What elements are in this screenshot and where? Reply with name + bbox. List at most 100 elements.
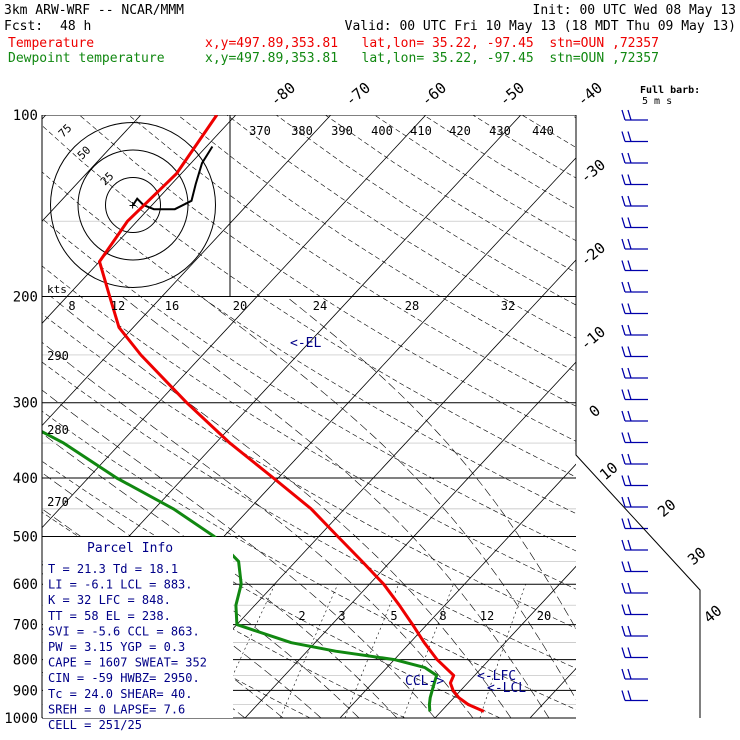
wind-barb-flag — [627, 131, 632, 142]
isotherm-label: -50 — [496, 79, 528, 110]
pressure-tick-label: 800 — [13, 653, 38, 669]
forecast-hour: 48 h — [60, 19, 92, 34]
plot-frame-right — [575, 115, 701, 718]
wind-barb-flag — [621, 518, 626, 529]
isotherm-label: -70 — [342, 79, 374, 110]
dry-adiabat-line — [79, 115, 576, 442]
wind-barb — [621, 217, 648, 229]
wind-barb-flag — [621, 109, 626, 121]
dry-adiabat-line — [275, 115, 576, 306]
wind-barb — [621, 432, 648, 444]
isotherm-line — [434, 565, 576, 718]
parcel-info-box: Parcel Info T = 21.3 Td = 18.1 LI = -6.1 L… — [43, 537, 233, 732]
wind-barb — [621, 281, 648, 293]
hodograph-kts-label: kts — [47, 283, 67, 296]
wind-barb-flag — [627, 260, 632, 271]
isotherm-line — [42, 115, 142, 222]
pressure-tick-label: 200 — [13, 290, 38, 306]
isotherm-line — [149, 259, 576, 718]
mixing-ratio-bottom-label: 20 — [537, 609, 551, 623]
wind-barb — [621, 260, 648, 272]
wind-barb — [621, 582, 648, 594]
mixing-ratio-top-label: 12 — [111, 299, 125, 313]
isotherm-label: -80 — [267, 79, 299, 110]
wind-barb-flag — [621, 475, 626, 486]
wind-barb-flag — [621, 668, 626, 680]
wind-barb-flag — [621, 152, 626, 164]
wind-barb-flag — [627, 217, 632, 228]
theta-label: 430 — [489, 124, 511, 138]
wind-barb-flag — [627, 604, 632, 615]
isotherm-label: -40 — [574, 79, 606, 110]
sounding-traces — [42, 115, 485, 713]
wind-barb — [621, 389, 648, 401]
theta-label: 370 — [249, 124, 271, 138]
wind-barb-flag — [627, 346, 632, 357]
dewpoint-legend: Dewpoint temperature — [8, 51, 165, 66]
wind-barb — [621, 410, 648, 422]
wind-barb-flag — [627, 475, 632, 486]
wind-barb-flag — [627, 109, 632, 121]
mixing-ratio-top-label: 24 — [313, 299, 327, 313]
theta-label: 270 — [47, 495, 69, 509]
wind-barb — [621, 561, 648, 573]
theta-label: 380 — [291, 124, 313, 138]
wind-barb-flag — [621, 582, 626, 594]
dry-adiabat-line — [374, 115, 576, 242]
wind-barb — [621, 238, 648, 250]
parcel-info-row: SVI = -5.6 CCL = 863. — [48, 624, 200, 638]
wind-barb-flag — [621, 367, 626, 379]
temperature-trace — [98, 115, 485, 713]
moist-adiabat-line — [50, 296, 512, 718]
wind-barb — [621, 539, 648, 551]
isotherm-line — [244, 361, 576, 718]
wind-barb-flag — [621, 647, 626, 658]
mixing-ratio-top-label: 32 — [501, 299, 515, 313]
wind-barb-flag — [621, 690, 626, 701]
dry-adiabat-line — [42, 125, 576, 478]
mixing-ratio-line — [213, 584, 276, 718]
wind-barb — [621, 453, 648, 465]
wind-barb — [621, 131, 648, 143]
annotations: <-EL <-LFC<-LCL CCL-> — [229, 115, 526, 696]
init-time: Init: 00 UTC Wed 08 May 13 — [532, 3, 737, 18]
wind-barb-flag — [627, 625, 632, 637]
pressure-tick-label: 100 — [13, 108, 38, 124]
wind-barb-flag — [621, 410, 626, 422]
dry-adiabat-line — [42, 410, 576, 710]
wind-barb-flag — [627, 324, 632, 336]
isotherm-line — [720, 115, 740, 718]
parcel-info-row: Tc = 24.0 SHEAR= 40. — [48, 687, 193, 701]
wind-barb-flag — [621, 281, 626, 293]
wind-barb-flag — [621, 217, 626, 228]
wind-barb — [621, 668, 648, 680]
dry-adiabat-line — [226, 115, 576, 339]
parcel-info-row: CELL = 251/25 — [48, 718, 142, 732]
theta-label: 390 — [331, 124, 353, 138]
parcel-info-background — [43, 537, 233, 718]
wind-barb-flag — [627, 432, 632, 443]
el-marker: <-EL — [290, 336, 321, 351]
wind-barb — [621, 647, 648, 659]
mixing-ratio-top-label: 20 — [233, 299, 247, 313]
mixing-ratio-bottom-label: 8 — [439, 609, 446, 623]
dry-adiabat-line — [42, 265, 576, 590]
wind-barb-flag — [627, 303, 632, 314]
wind-barb-flag — [627, 582, 632, 594]
dewpoint-trace — [42, 429, 439, 712]
wind-barb-flag — [627, 647, 632, 658]
isotherm-label: -30 — [577, 156, 609, 187]
mixing-ratio-bottom-label: 12 — [480, 609, 494, 623]
isotherm-label: -10 — [577, 323, 609, 354]
wind-barb-flag — [627, 561, 632, 572]
wind-barb — [621, 690, 648, 702]
wind-barb — [621, 367, 648, 379]
mixing-ratio-line — [479, 584, 526, 718]
wind-barb-flag — [621, 346, 626, 357]
hodograph-trace — [132, 145, 214, 211]
wind-barb-flag — [621, 432, 626, 443]
pressure-tick-label: 700 — [13, 618, 38, 634]
parcel-info-row: LI = -6.1 LCL = 883. — [48, 578, 193, 592]
moist-adiabat-line — [42, 341, 474, 718]
